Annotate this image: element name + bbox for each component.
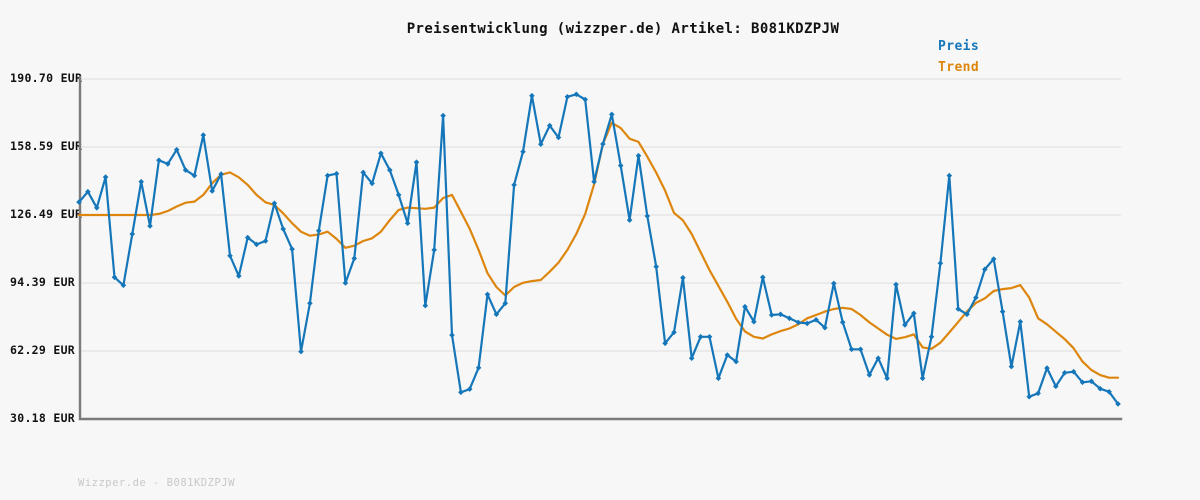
legend-item-trend: Trend [938, 60, 980, 75]
y-tick-label-1: 158.59 EUR [10, 139, 83, 153]
price-line-series [77, 93, 1120, 405]
chart-title: Preisentwicklung (wizzper.de) Artikel: B… [406, 21, 840, 37]
price-point-markers [76, 91, 1121, 407]
y-tick-label-5: 30.18 EUR [10, 411, 76, 425]
gridlines [80, 78, 1121, 352]
y-tick-label-3: 94.39 EUR [10, 274, 76, 289]
y-tick-label-4: 62.29 EUR [10, 342, 76, 357]
axis-lines [78, 75, 1123, 421]
footer-watermark: Wizzper.de - B081KDZPJW [78, 477, 235, 489]
legend-item-preis: Preis [938, 39, 980, 54]
y-tick-label-2: 126.49 EUR [10, 207, 83, 221]
y-tick-label-0: 190.70 EUR [10, 71, 83, 85]
